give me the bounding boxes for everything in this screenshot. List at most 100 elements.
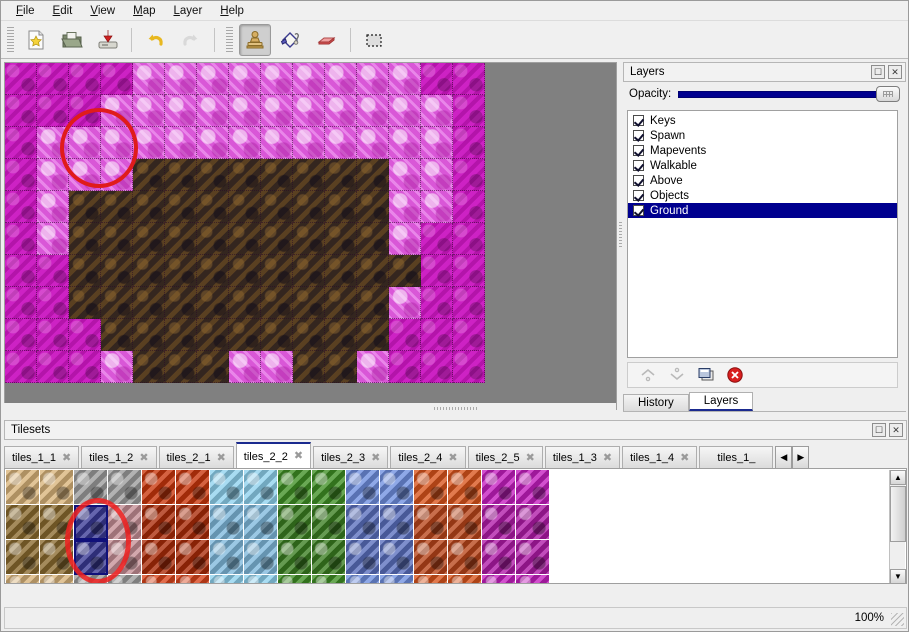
map-tile[interactable] — [293, 255, 325, 287]
close-tab-icon[interactable]: ✖ — [62, 451, 72, 464]
tilesets-dock-titlebar[interactable]: Tilesets ☐ ✕ — [4, 420, 907, 440]
map-tile[interactable] — [5, 191, 37, 223]
opacity-slider-handle[interactable] — [876, 86, 900, 102]
tileset-tile[interactable] — [312, 540, 346, 575]
close-tab-icon[interactable]: ✖ — [448, 451, 458, 464]
map-tile[interactable] — [357, 63, 389, 95]
map-tile[interactable] — [389, 223, 421, 255]
eraser-button[interactable] — [311, 24, 343, 56]
map-tile[interactable] — [293, 287, 325, 319]
map-tile[interactable] — [453, 287, 485, 319]
map-tile[interactable] — [101, 63, 133, 95]
tileset-tile[interactable] — [176, 540, 210, 575]
map-tile[interactable] — [197, 159, 229, 191]
map-tile[interactable] — [101, 319, 133, 351]
layer-list-item[interactable]: Above — [628, 173, 897, 188]
tileset-tile[interactable] — [312, 470, 346, 505]
map-tile[interactable] — [453, 223, 485, 255]
map-tile[interactable] — [325, 351, 357, 383]
menu-edit[interactable]: Edit — [52, 4, 73, 17]
tileset-tile[interactable] — [414, 575, 448, 583]
menu-map[interactable]: Map — [133, 4, 156, 17]
tileset-tile[interactable] — [176, 470, 210, 505]
map-tile[interactable] — [165, 191, 197, 223]
map-tile[interactable] — [389, 287, 421, 319]
tileset-tab-tiles_2_3[interactable]: tiles_2_3 ✖ — [313, 446, 389, 469]
map-tile[interactable] — [69, 223, 101, 255]
bucket-fill-button[interactable] — [275, 24, 307, 56]
map-tile[interactable] — [101, 191, 133, 223]
layer-visibility-checkbox[interactable] — [633, 145, 644, 156]
map-tile[interactable] — [165, 255, 197, 287]
close-tab-icon[interactable]: ✖ — [602, 451, 613, 464]
tileset-tile[interactable] — [448, 505, 482, 540]
map-tile[interactable] — [197, 191, 229, 223]
map-tile[interactable] — [357, 159, 389, 191]
map-tile[interactable] — [293, 127, 325, 159]
map-tile[interactable] — [421, 63, 453, 95]
map-tile[interactable] — [389, 95, 421, 127]
map-tile[interactable] — [229, 95, 261, 127]
layers-dock-titlebar[interactable]: Layers ☐ ✕ — [623, 62, 906, 82]
tileset-tile[interactable] — [278, 540, 312, 575]
tileset-tile[interactable] — [142, 505, 176, 540]
tileset-view[interactable]: ▲ ▼ — [4, 468, 907, 584]
map-tile[interactable] — [293, 223, 325, 255]
map-tile[interactable] — [293, 95, 325, 127]
map-tile[interactable] — [69, 191, 101, 223]
tileset-tile[interactable] — [482, 575, 516, 583]
map-tile[interactable] — [261, 287, 293, 319]
map-tile[interactable] — [5, 127, 37, 159]
map-tile[interactable] — [197, 127, 229, 159]
tileset-tile[interactable] — [244, 470, 278, 505]
map-tile[interactable] — [261, 191, 293, 223]
tileset-tile[interactable] — [244, 505, 278, 540]
map-tile[interactable] — [325, 287, 357, 319]
dock-tab-history[interactable]: History — [623, 394, 689, 411]
map-tile[interactable] — [69, 255, 101, 287]
tileset-tile[interactable] — [210, 505, 244, 540]
layer-list-item[interactable]: Spawn — [628, 128, 897, 143]
layer-visibility-checkbox[interactable] — [633, 205, 644, 216]
map-tile[interactable] — [229, 223, 261, 255]
map-tile[interactable] — [389, 255, 421, 287]
tileset-tile[interactable] — [448, 470, 482, 505]
tileset-tile[interactable] — [210, 575, 244, 583]
map-tile[interactable] — [261, 63, 293, 95]
map-tile[interactable] — [421, 255, 453, 287]
layer-visibility-checkbox[interactable] — [633, 130, 644, 141]
tileset-tile[interactable] — [142, 540, 176, 575]
close-tab-icon[interactable]: ✖ — [139, 451, 149, 464]
tileset-tile[interactable] — [6, 505, 40, 540]
tileset-tile[interactable] — [482, 540, 516, 575]
map-tile[interactable] — [101, 223, 133, 255]
tileset-tab-tiles_1_3[interactable]: tiles_1_3 ✖ — [544, 446, 621, 469]
save-map-button[interactable] — [92, 24, 124, 56]
map-tile[interactable] — [357, 223, 389, 255]
map-tile[interactable] — [37, 95, 69, 127]
layer-visibility-checkbox[interactable] — [633, 115, 644, 126]
tileset-tile[interactable] — [108, 470, 142, 505]
map-tile[interactable] — [325, 191, 357, 223]
map-tile[interactable] — [389, 127, 421, 159]
map-tile[interactable] — [133, 287, 165, 319]
map-tile[interactable] — [421, 95, 453, 127]
tileset-vertical-scrollbar[interactable]: ▲ ▼ — [889, 470, 906, 583]
tileset-tab-tiles_2_1[interactable]: tiles_2_1 ✖ — [158, 446, 234, 469]
tileset-tile[interactable] — [108, 575, 142, 583]
map-tile[interactable] — [293, 191, 325, 223]
map-tile[interactable] — [37, 351, 69, 383]
map-tile[interactable] — [357, 127, 389, 159]
map-tile[interactable] — [5, 63, 37, 95]
map-tile[interactable] — [197, 255, 229, 287]
scroll-left-arrow[interactable]: ◀ — [775, 446, 793, 469]
map-tile[interactable] — [165, 127, 197, 159]
tileset-tile[interactable] — [482, 505, 516, 540]
tileset-tile[interactable] — [516, 470, 550, 505]
dock-tab-layers[interactable]: Layers — [688, 392, 754, 411]
tileset-tile[interactable] — [244, 540, 278, 575]
map-tile[interactable] — [261, 159, 293, 191]
tileset-tile[interactable] — [414, 540, 448, 575]
map-tile[interactable] — [133, 159, 165, 191]
map-tile[interactable] — [357, 287, 389, 319]
